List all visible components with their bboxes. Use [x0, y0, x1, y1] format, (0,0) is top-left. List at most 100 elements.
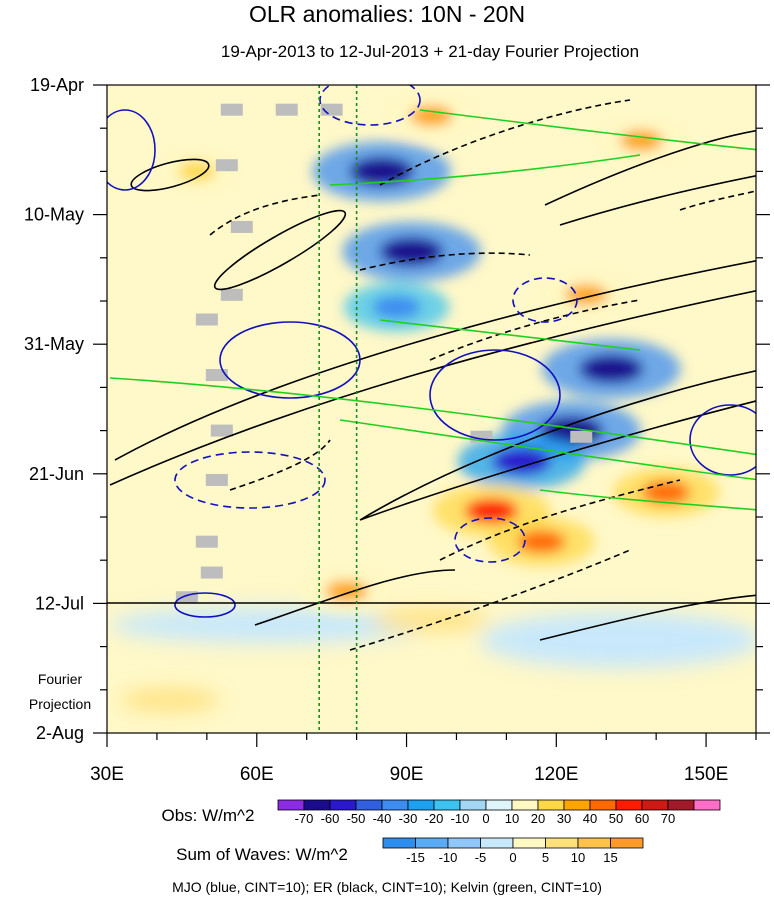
obs-colorbar-level-label: 30 — [557, 811, 571, 826]
er-contour — [359, 370, 756, 521]
anomaly-core — [642, 481, 691, 504]
projection-label-line1: Fourier — [38, 671, 83, 687]
anomaly-core — [492, 448, 551, 475]
er-contour — [429, 299, 641, 361]
waves-colorbar-label: Sum of Waves: W/m^2 — [176, 845, 348, 864]
projection-label-line2: Projection — [29, 696, 91, 712]
reference-longitude-lines — [318, 85, 358, 733]
mjo-contour — [454, 517, 526, 563]
obs-colorbar-swatch — [329, 799, 357, 811]
chart-subtitle: 19-Apr-2013 to 12-Jul-2013 + 21-day Four… — [221, 42, 639, 61]
er-contour — [213, 209, 347, 291]
obs-colorbar-level-label: -60 — [321, 811, 340, 826]
er-contour — [209, 194, 321, 236]
waves-colorbar-swatch — [577, 837, 611, 849]
chart-title: OLR anomalies: 10N - 20N — [249, 1, 525, 27]
waves-colorbar-level-label: -5 — [475, 850, 487, 865]
obs-colorbar-swatch — [641, 799, 669, 811]
er-contour — [349, 549, 631, 651]
missing-data-mark — [220, 103, 243, 116]
er-contour — [359, 252, 531, 271]
mjo-contour — [512, 277, 578, 323]
missing-data-mark — [230, 220, 253, 233]
er-contour — [679, 190, 756, 211]
anomaly-core — [380, 238, 444, 266]
obs-colorbar-level-label: 20 — [531, 811, 545, 826]
kelvin-contour — [539, 489, 756, 511]
obs-colorbar-level-label: 40 — [583, 811, 597, 826]
obs-colorbar-swatch — [511, 799, 539, 811]
obs-colorbar-swatch — [277, 799, 305, 811]
obs-colorbar-level-label: -70 — [295, 811, 314, 826]
waves-colorbar-level-label: 10 — [571, 850, 585, 865]
er-contour — [254, 569, 456, 626]
y-tick-label: 10-May — [24, 205, 84, 225]
kelvin-contour — [419, 109, 756, 151]
obs-colorbar-swatch — [485, 799, 513, 811]
obs-colorbar-level-label: -40 — [373, 811, 392, 826]
mjo-contour — [174, 592, 236, 618]
missing-data-mark — [205, 473, 228, 486]
obs-colorbar-level-label: 60 — [635, 811, 649, 826]
wave-contours — [107, 85, 756, 651]
y-tick-label: 21-Jun — [29, 464, 84, 484]
x-tick-label: 30E — [90, 764, 124, 785]
obs-colorbar-swatch — [589, 799, 617, 811]
kelvin-contour — [109, 377, 756, 456]
obs-colorbar-level-label: -30 — [399, 811, 418, 826]
waves-colorbar-level-label: 15 — [603, 850, 617, 865]
waves-colorbar-swatch — [545, 837, 579, 849]
anomaly-core — [177, 161, 216, 181]
er-contour — [539, 594, 756, 641]
er-contour — [130, 158, 210, 192]
waves-colorbar-level-label: -15 — [406, 850, 425, 865]
obs-colorbar-swatch — [433, 799, 461, 811]
waves-colorbar-swatch — [447, 837, 481, 849]
missing-data-marks — [175, 103, 593, 604]
obs-colorbar-level-label: 0 — [482, 811, 489, 826]
obs-colorbar-level-label: 70 — [661, 811, 675, 826]
plot-area — [107, 85, 756, 733]
obs-colorbar-swatch — [693, 799, 721, 811]
kelvin-contour — [339, 419, 756, 481]
waves-colorbar: Sum of Waves: W/m^2 -15 -10 -5 0 5 10 15 — [176, 837, 644, 865]
anomaly-core — [579, 355, 643, 383]
missing-data-mark — [200, 566, 223, 579]
waves-colorbar-level-label: -10 — [439, 850, 458, 865]
obs-colorbar-swatch — [381, 799, 409, 811]
obs-colorbar-swatch — [407, 799, 435, 811]
obs-colorbar-level-label: 50 — [609, 811, 623, 826]
er-contour — [544, 129, 756, 226]
er-contour — [229, 439, 331, 491]
kelvin-contour — [379, 319, 641, 351]
er-contour — [379, 99, 631, 186]
anomaly-core — [517, 530, 566, 553]
mjo-contour — [319, 85, 421, 126]
obs-colorbar-swatch — [667, 799, 695, 811]
obs-colorbar-swatch — [459, 799, 487, 811]
x-tick-label: 90E — [390, 764, 424, 785]
y-tick-label: 31-May — [24, 334, 84, 354]
er-contour — [109, 259, 756, 486]
anomaly-core — [619, 130, 663, 151]
missing-data-mark — [195, 535, 218, 548]
x-axis: 30E 60E 90E 120E 150E — [90, 733, 757, 785]
waves-colorbar-swatch — [382, 837, 416, 849]
missing-data-mark — [275, 103, 298, 116]
obs-colorbar-swatch — [615, 799, 643, 811]
anomaly-core — [350, 157, 414, 185]
mjo-contour — [107, 109, 156, 191]
mjo-contour — [219, 321, 361, 399]
contours-caption: MJO (blue, CINT=10); ER (black, CINT=10)… — [172, 879, 602, 895]
missing-data-mark — [570, 430, 593, 443]
y-tick-label: 19-Apr — [30, 75, 84, 95]
mjo-contour — [174, 451, 326, 509]
x-tick-label: 120E — [534, 764, 578, 785]
obs-colorbar-level-label: -10 — [451, 811, 470, 826]
y-axis: 19-Apr 10-May 31-May 21-Jun 12-Jul 2-Aug — [24, 75, 770, 743]
waves-colorbar-swatch — [480, 837, 514, 849]
kelvin-contour — [329, 154, 641, 186]
missing-data-mark — [215, 159, 238, 172]
obs-colorbar-level-label: 10 — [505, 811, 519, 826]
